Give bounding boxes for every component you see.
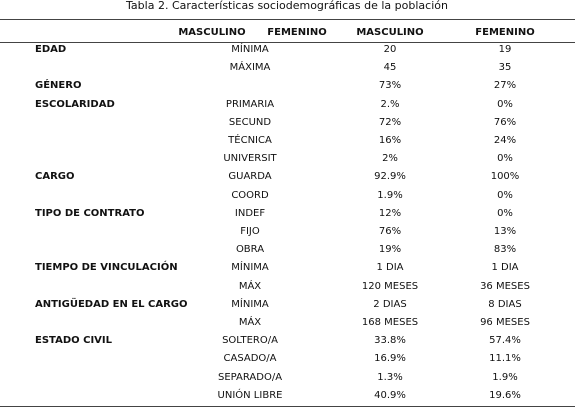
- group-label: TIPO DE CONTRATO: [35, 207, 145, 219]
- masculino-cell: 33.8%: [374, 335, 406, 347]
- masculino-cell: 16.9%: [374, 353, 406, 365]
- masculino-cell: 20: [383, 44, 397, 55]
- masculino-cell: 1.3%: [377, 371, 403, 383]
- masculino-cell: 1.9%: [377, 189, 403, 201]
- femenino-cell: 96 MESES: [480, 317, 530, 328]
- top-rule: [0, 19, 575, 20]
- subcategory: MÁX: [238, 280, 262, 292]
- masculino-cell: 168 MESES: [361, 317, 419, 328]
- subcategory: TÉCNICA: [228, 135, 272, 146]
- group-label: ESCOLARIDAD: [35, 98, 115, 110]
- femenino-cell: 57.4%: [489, 335, 521, 347]
- femenino-cell: 0%: [497, 153, 513, 165]
- subcategory: MÁXIMA: [229, 62, 271, 74]
- femenino-cell: 27%: [493, 80, 517, 92]
- femenino-cell: 0%: [497, 207, 513, 219]
- masculino-cell: 12%: [378, 207, 402, 219]
- femenino-cell: 0%: [497, 189, 513, 201]
- masculino-cell: 19%: [378, 244, 402, 256]
- femenino-cell: 13%: [493, 226, 517, 237]
- femenino-cell: 35: [498, 62, 512, 74]
- femenino-cell: 76%: [493, 116, 517, 128]
- header-rule: [0, 42, 575, 43]
- column-header: MASCULINO: [356, 27, 424, 38]
- femenino-cell: 1 DIA: [491, 262, 519, 274]
- bottom-rule: [0, 406, 575, 407]
- masculino-cell: 72%: [378, 116, 402, 128]
- masculino-cell: 2%: [382, 153, 398, 165]
- femenino-cell: 19.6%: [489, 389, 521, 401]
- femenino-cell: 0%: [497, 98, 513, 110]
- masculino-cell: 1 DIA: [376, 262, 404, 274]
- femenino-cell: 100%: [490, 171, 520, 183]
- column-header: FEMENINO: [475, 27, 535, 38]
- subcategory: UNIVERSIT: [223, 153, 277, 165]
- subcategory: INDEF: [234, 207, 266, 219]
- subcategory: SEPARADO/A: [217, 371, 283, 383]
- group-label: TIEMPO DE VINCULACIÓN: [35, 262, 178, 274]
- group-label: ESTADO CIVIL: [35, 335, 112, 347]
- masculino-cell: 73%: [378, 80, 402, 92]
- subcategory: SECUND: [228, 116, 272, 128]
- subcategory: GUARDA: [228, 171, 272, 183]
- subcategory: UNIÓN LIBRE: [217, 389, 283, 401]
- femenino-cell: 24%: [493, 135, 517, 146]
- femenino-cell: 19: [498, 44, 512, 55]
- subcategory: OBRA: [235, 244, 265, 256]
- subcategory: MÍNIMA: [231, 298, 269, 310]
- group-label: EDAD: [35, 44, 67, 55]
- group-label: ANTIGÜEDAD EN EL CARGO: [35, 298, 188, 310]
- femenino-cell: 83%: [493, 244, 517, 256]
- subcategory: MÁX: [238, 317, 262, 328]
- group-label: CARGO: [35, 171, 75, 183]
- subcategory: SOLTERO/A: [222, 335, 278, 347]
- subcategory: FIJO: [240, 226, 260, 237]
- masculino-cell: 45: [383, 62, 397, 74]
- masculino-cell: 40.9%: [374, 389, 406, 401]
- femenino-cell: 36 MESES: [480, 280, 530, 292]
- masculino-cell: 76%: [378, 226, 402, 237]
- masculino-cell: 92.9%: [374, 171, 406, 183]
- subcategory: MÍNIMA: [231, 262, 269, 274]
- masculino-cell: 120 MESES: [361, 280, 419, 292]
- subcategory: CASADO/A: [223, 353, 277, 365]
- femenino-cell: 11.1%: [489, 353, 521, 365]
- subcategory: PRIMARIA: [225, 98, 275, 110]
- column-header: FEMENINO: [267, 27, 327, 38]
- masculino-cell: 2 DIAS: [373, 298, 407, 310]
- subcategory: MÍNIMA: [231, 44, 269, 55]
- group-label: GÉNERO: [35, 80, 82, 92]
- subcategory: COORD: [231, 189, 269, 201]
- masculino-cell: 16%: [378, 135, 402, 146]
- femenino-cell: 8 DIAS: [488, 298, 522, 310]
- masculino-cell: 2.%: [380, 98, 400, 110]
- femenino-cell: 1.9%: [492, 371, 518, 383]
- column-header: MASCULINO: [178, 27, 246, 38]
- table-title: Tabla 2. Características sociodemográfic…: [126, 0, 448, 12]
